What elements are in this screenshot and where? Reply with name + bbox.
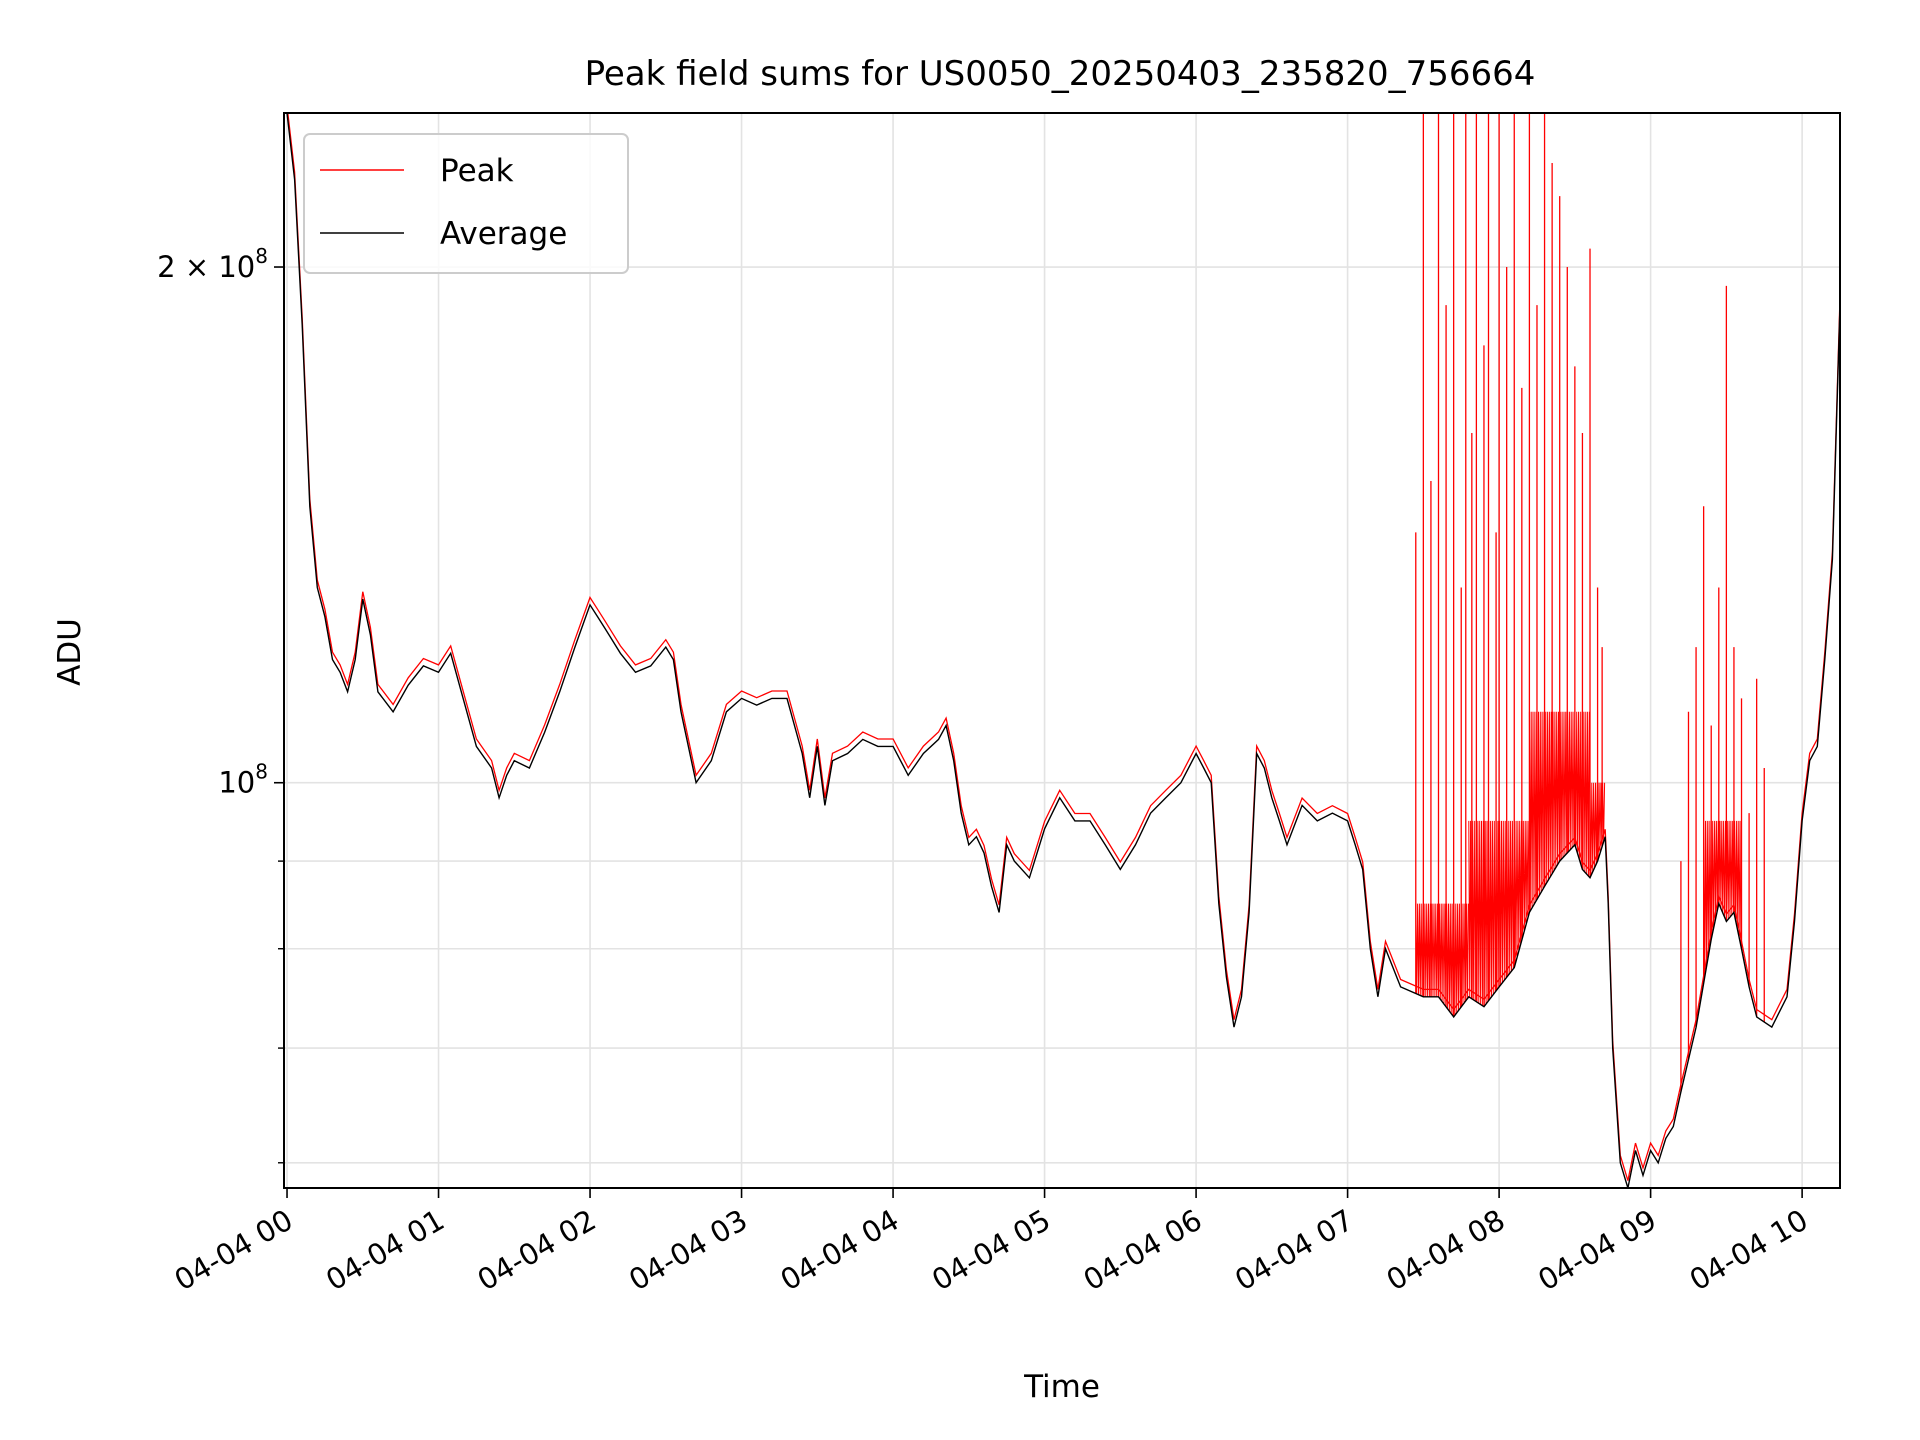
peak-band bbox=[1703, 820, 1742, 977]
x-axis-label: Time bbox=[1023, 1369, 1100, 1405]
average-line bbox=[286, 113, 1840, 1188]
y-tick-label: 2 × 108 bbox=[157, 244, 268, 284]
y-axis: 108 2 × 108 bbox=[157, 244, 284, 1164]
series-layer bbox=[286, 113, 1840, 1188]
legend: Peak Average bbox=[303, 133, 629, 274]
peak-line bbox=[287, 113, 1840, 1181]
legend-average-label: Average bbox=[440, 216, 567, 252]
y-axis-label: ADU bbox=[52, 618, 88, 686]
y-tick-label: 108 bbox=[218, 760, 268, 800]
legend-peak-label: Peak bbox=[440, 153, 514, 189]
legend-box bbox=[303, 133, 629, 274]
chart-title: Peak field sums for US0050_20250403_2358… bbox=[585, 54, 1536, 94]
plot-frame bbox=[283, 112, 1841, 1189]
